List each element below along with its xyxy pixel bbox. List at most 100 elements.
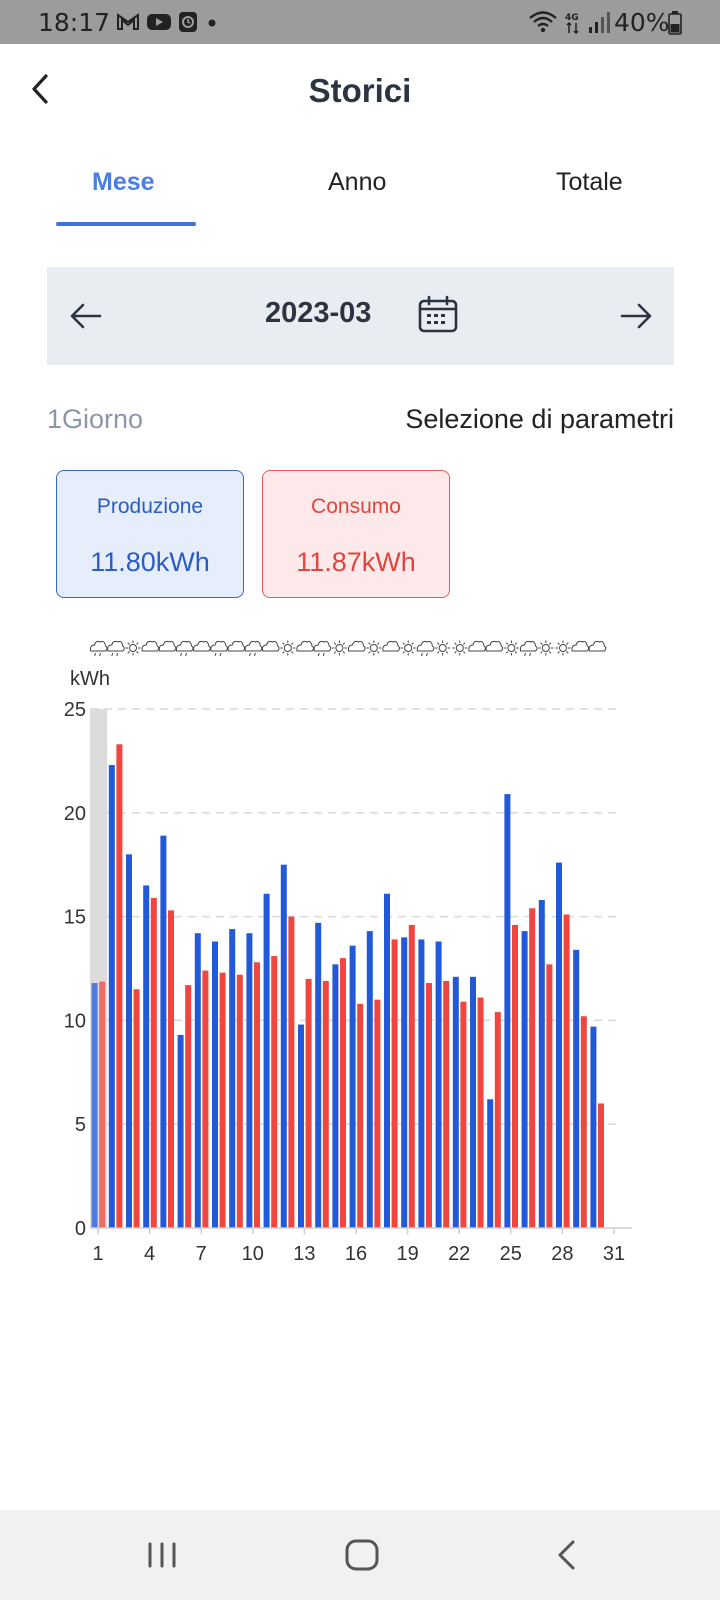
cloud-icon xyxy=(227,640,246,652)
svg-text:4G: 4G xyxy=(565,13,579,23)
bar-consumption xyxy=(202,970,209,1228)
bar-production xyxy=(108,765,115,1228)
bar-production xyxy=(470,976,476,1228)
bar-consumption xyxy=(322,980,329,1228)
cloud-icon xyxy=(588,640,607,652)
x-tick-label: 7 xyxy=(196,1243,207,1265)
cloud-icon xyxy=(141,640,160,652)
dot-icon xyxy=(208,19,216,27)
y-tick-label: 5 xyxy=(75,1114,86,1136)
bar-production xyxy=(332,964,339,1228)
signal-icon xyxy=(589,12,610,33)
production-label: Produzione xyxy=(96,495,204,518)
sun-icon xyxy=(280,640,296,656)
cloud-rain-icon xyxy=(416,640,435,657)
y-tick-label: 15 xyxy=(64,907,86,929)
bar-consumption xyxy=(116,744,123,1228)
x-tick-label: 19 xyxy=(396,1243,418,1265)
status-bar: 18:17 4G 40% xyxy=(0,0,720,44)
chevron-left-icon[interactable] xyxy=(24,70,58,108)
cloud-icon xyxy=(468,640,486,652)
cloud-icon xyxy=(158,640,177,652)
home-icon[interactable] xyxy=(342,1536,382,1574)
cloud-icon xyxy=(261,640,280,652)
cloud-icon xyxy=(485,640,504,652)
date-selector: 2023-03 xyxy=(47,267,674,365)
cloud-icon xyxy=(193,640,211,652)
recent-apps-icon[interactable] xyxy=(142,1536,182,1574)
bar-consumption xyxy=(529,908,536,1228)
bar-production xyxy=(401,937,408,1228)
sun-icon xyxy=(400,640,416,656)
arrow-left-icon[interactable] xyxy=(69,300,103,332)
bar-consumption xyxy=(150,897,157,1228)
bar-production xyxy=(590,1026,597,1228)
tab-mese[interactable]: Mese xyxy=(92,168,155,196)
cloud-rain-icon xyxy=(313,640,332,657)
bar-production xyxy=(91,983,98,1228)
bar-production xyxy=(556,862,562,1228)
sun-icon xyxy=(435,640,451,656)
cloud-icon xyxy=(296,640,314,652)
bar-production xyxy=(280,864,287,1228)
bar-consumption xyxy=(374,999,381,1228)
clock-app-icon xyxy=(179,12,197,32)
bar-production xyxy=(126,854,132,1228)
calendar-icon[interactable] xyxy=(418,295,458,333)
bar-consumption xyxy=(133,989,140,1228)
parameter-selection-link[interactable]: Selezione di parametri xyxy=(405,404,674,434)
bar-consumption xyxy=(563,914,570,1228)
bar-production xyxy=(315,922,322,1228)
cloud-rain-icon xyxy=(107,640,125,657)
tab-anno[interactable]: Anno xyxy=(328,168,387,196)
cloud-rain-icon xyxy=(244,640,263,657)
bar-consumption xyxy=(443,980,450,1228)
sun-icon xyxy=(452,640,468,656)
bar-consumption xyxy=(305,978,312,1228)
back-icon[interactable] xyxy=(548,1536,588,1574)
system-icons: 4G xyxy=(528,9,610,35)
x-tick-label: 4 xyxy=(144,1243,155,1265)
cloud-icon xyxy=(382,640,400,652)
bar-consumption xyxy=(426,983,432,1228)
battery-icon xyxy=(668,11,682,35)
bar-consumption xyxy=(271,956,278,1228)
bar-production xyxy=(194,933,201,1228)
arrow-right-icon[interactable] xyxy=(619,300,653,332)
sun-icon xyxy=(366,640,382,656)
y-axis-unit: kWh xyxy=(70,668,110,690)
bar-production xyxy=(177,1034,184,1228)
cloud-rain-icon xyxy=(210,640,228,657)
bar-production xyxy=(160,835,167,1228)
consumption-label: Consumo xyxy=(311,495,401,518)
gmail-icon xyxy=(117,13,139,30)
x-tick-label: 16 xyxy=(345,1243,367,1265)
selected-month[interactable]: 2023-03 xyxy=(265,297,372,329)
y-tick-label: 25 xyxy=(64,699,86,721)
wifi-icon xyxy=(529,11,557,33)
weather-icons-row xyxy=(89,640,607,657)
x-tick-label: 10 xyxy=(242,1243,264,1265)
consumption-card[interactable]: Consumo 11.87kWh xyxy=(262,470,450,598)
bar-chart[interactable]: kWh 0 5 10 15 20 25 1 4 7 10 13 16 19 22 25 28 31 xyxy=(0,640,720,1300)
production-card[interactable]: Produzione 11.80kWh xyxy=(56,470,244,598)
tab-totale[interactable]: Totale xyxy=(556,168,623,196)
notification-icons xyxy=(116,10,220,34)
x-tick-label: 31 xyxy=(603,1243,625,1265)
bar-production xyxy=(435,941,442,1228)
youtube-icon xyxy=(147,14,171,30)
bar-production xyxy=(487,1099,494,1228)
system-nav-bar xyxy=(0,1510,720,1600)
bar-consumption xyxy=(460,1001,467,1228)
selected-day-label: 1Giorno xyxy=(47,404,144,434)
bar-consumption xyxy=(546,964,553,1228)
daily-energy-chart: kWh 0 5 10 15 20 25 1 4 7 10 13 16 19 22 25 28 31 xyxy=(0,640,720,1300)
bar-consumption xyxy=(99,981,106,1228)
bar-production xyxy=(349,945,356,1228)
bar-consumption xyxy=(357,1003,364,1228)
cloud-icon xyxy=(347,640,366,652)
bar-consumption xyxy=(219,972,226,1228)
bar-production xyxy=(246,933,253,1228)
bar-consumption xyxy=(580,1016,587,1228)
cloud-rain-icon xyxy=(519,640,538,657)
